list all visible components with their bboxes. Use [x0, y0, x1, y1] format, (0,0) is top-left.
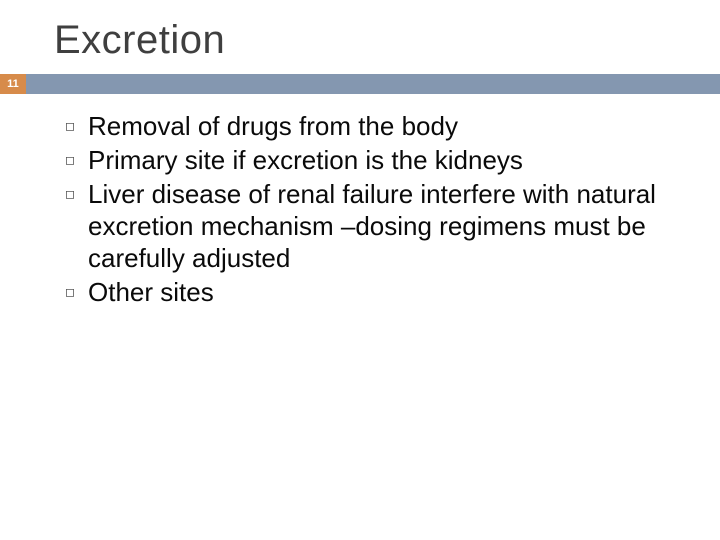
bullet-icon: ◻ — [52, 276, 88, 308]
header-bar — [0, 74, 720, 94]
bullet-icon: ◻ — [52, 110, 88, 142]
bullet-text: Liver disease of renal failure interfere… — [88, 178, 672, 274]
bullet-icon: ◻ — [52, 178, 88, 210]
list-item: ◻ Removal of drugs from the body — [52, 110, 672, 142]
list-item: ◻ Liver disease of renal failure interfe… — [52, 178, 672, 274]
page-number-badge: 11 — [0, 74, 26, 94]
bullet-icon: ◻ — [52, 144, 88, 176]
slide: Excretion 11 ◻ Removal of drugs from the… — [0, 0, 720, 540]
list-item: ◻ Primary site if excretion is the kidne… — [52, 144, 672, 176]
bullet-list: ◻ Removal of drugs from the body ◻ Prima… — [52, 110, 672, 310]
list-item: ◻ Other sites — [52, 276, 672, 308]
bullet-text: Removal of drugs from the body — [88, 110, 458, 142]
bullet-text: Primary site if excretion is the kidneys — [88, 144, 523, 176]
bullet-text: Other sites — [88, 276, 214, 308]
page-title: Excretion — [54, 18, 225, 63]
